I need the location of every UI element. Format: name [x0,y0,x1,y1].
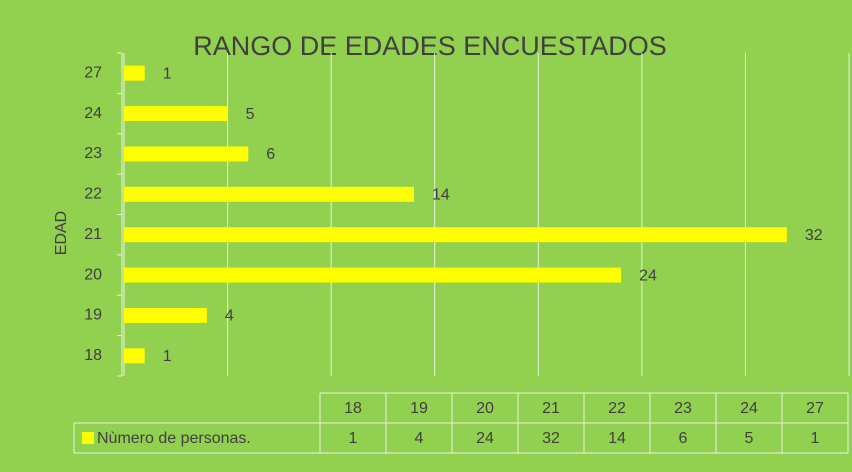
table-value: 1 [811,430,820,447]
y-tick-label: 27 [84,64,102,81]
data-label: 4 [225,308,234,325]
legend-swatch [82,432,94,444]
table-value: 4 [415,430,424,447]
table-header: 23 [674,400,692,417]
data-label: 1 [163,348,172,365]
table-value: 1 [349,430,358,447]
y-tick-label: 24 [84,105,102,122]
bar [124,65,145,81]
bar [124,348,145,364]
table-value: 14 [608,430,626,447]
table-header: 18 [344,400,362,417]
table-header: 22 [608,400,626,417]
data-label: 1 [163,65,172,82]
data-label: 6 [266,146,275,163]
table-header: 20 [476,400,494,417]
data-label: 32 [805,227,823,244]
bar [124,146,249,162]
table-header: 27 [806,400,824,417]
bar [124,267,622,283]
bar [124,186,414,202]
table-header: 19 [410,400,428,417]
data-label: 5 [246,106,255,123]
table-value: 32 [542,430,560,447]
table-value: 24 [476,430,494,447]
table-value: 5 [745,430,754,447]
table-header: 24 [740,400,758,417]
bar [124,227,787,243]
legend-label: Nùmero de personas. [97,430,251,447]
y-tick-label: 22 [84,186,102,203]
table-value: 6 [679,430,688,447]
data-label: 14 [432,187,450,204]
y-tick-label: 20 [84,266,102,283]
y-tick-label: 19 [84,307,102,324]
bar [124,307,207,323]
y-tick-label: 21 [84,226,102,243]
bar [124,106,228,122]
y-tick-label: 18 [84,347,102,364]
y-tick-label: 23 [84,145,102,162]
data-label: 24 [639,267,657,284]
y-axis-label: EDAD [53,211,70,255]
chart-title: RANGO DE EDADES ENCUESTADOS [193,31,667,61]
table-header: 21 [542,400,560,417]
